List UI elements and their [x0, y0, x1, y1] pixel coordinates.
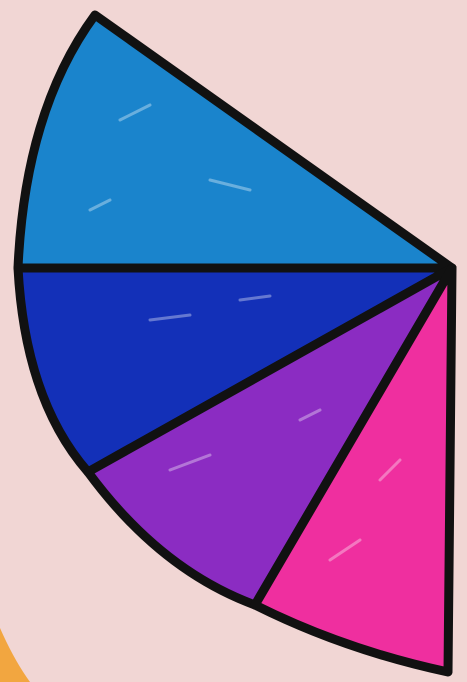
drawing — [0, 0, 467, 682]
page — [0, 0, 467, 682]
